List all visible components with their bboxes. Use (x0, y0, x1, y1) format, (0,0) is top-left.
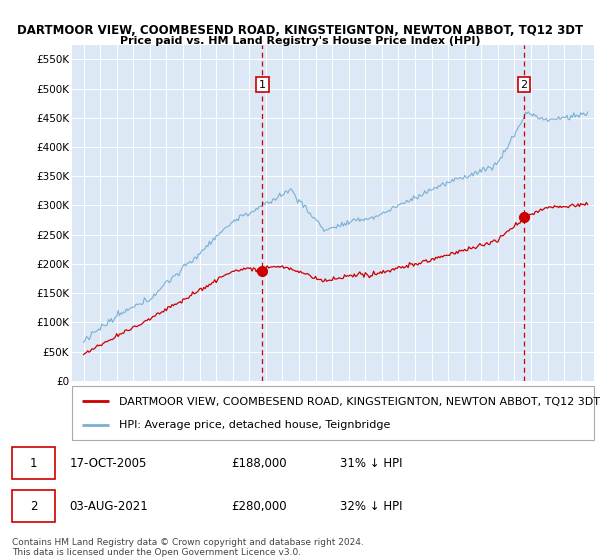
Text: £280,000: £280,000 (231, 500, 287, 512)
Text: 1: 1 (30, 456, 38, 470)
Text: Contains HM Land Registry data © Crown copyright and database right 2024.
This d: Contains HM Land Registry data © Crown c… (12, 538, 364, 557)
Text: HPI: Average price, detached house, Teignbridge: HPI: Average price, detached house, Teig… (119, 419, 391, 430)
Text: DARTMOOR VIEW, COOMBESEND ROAD, KINGSTEIGNTON, NEWTON ABBOT, TQ12 3DT (: DARTMOOR VIEW, COOMBESEND ROAD, KINGSTEI… (119, 396, 600, 407)
Text: 2: 2 (521, 80, 527, 90)
Text: DARTMOOR VIEW, COOMBESEND ROAD, KINGSTEIGNTON, NEWTON ABBOT, TQ12 3DT: DARTMOOR VIEW, COOMBESEND ROAD, KINGSTEI… (17, 24, 583, 36)
Text: Price paid vs. HM Land Registry's House Price Index (HPI): Price paid vs. HM Land Registry's House … (120, 36, 480, 46)
Text: 03-AUG-2021: 03-AUG-2021 (70, 500, 148, 512)
Text: 1: 1 (259, 80, 266, 90)
FancyBboxPatch shape (12, 490, 55, 522)
Text: 31% ↓ HPI: 31% ↓ HPI (340, 456, 403, 470)
Text: 2: 2 (30, 500, 38, 512)
Text: 17-OCT-2005: 17-OCT-2005 (70, 456, 147, 470)
FancyBboxPatch shape (72, 386, 594, 440)
FancyBboxPatch shape (12, 447, 55, 479)
Text: 32% ↓ HPI: 32% ↓ HPI (340, 500, 403, 512)
Text: £188,000: £188,000 (231, 456, 287, 470)
